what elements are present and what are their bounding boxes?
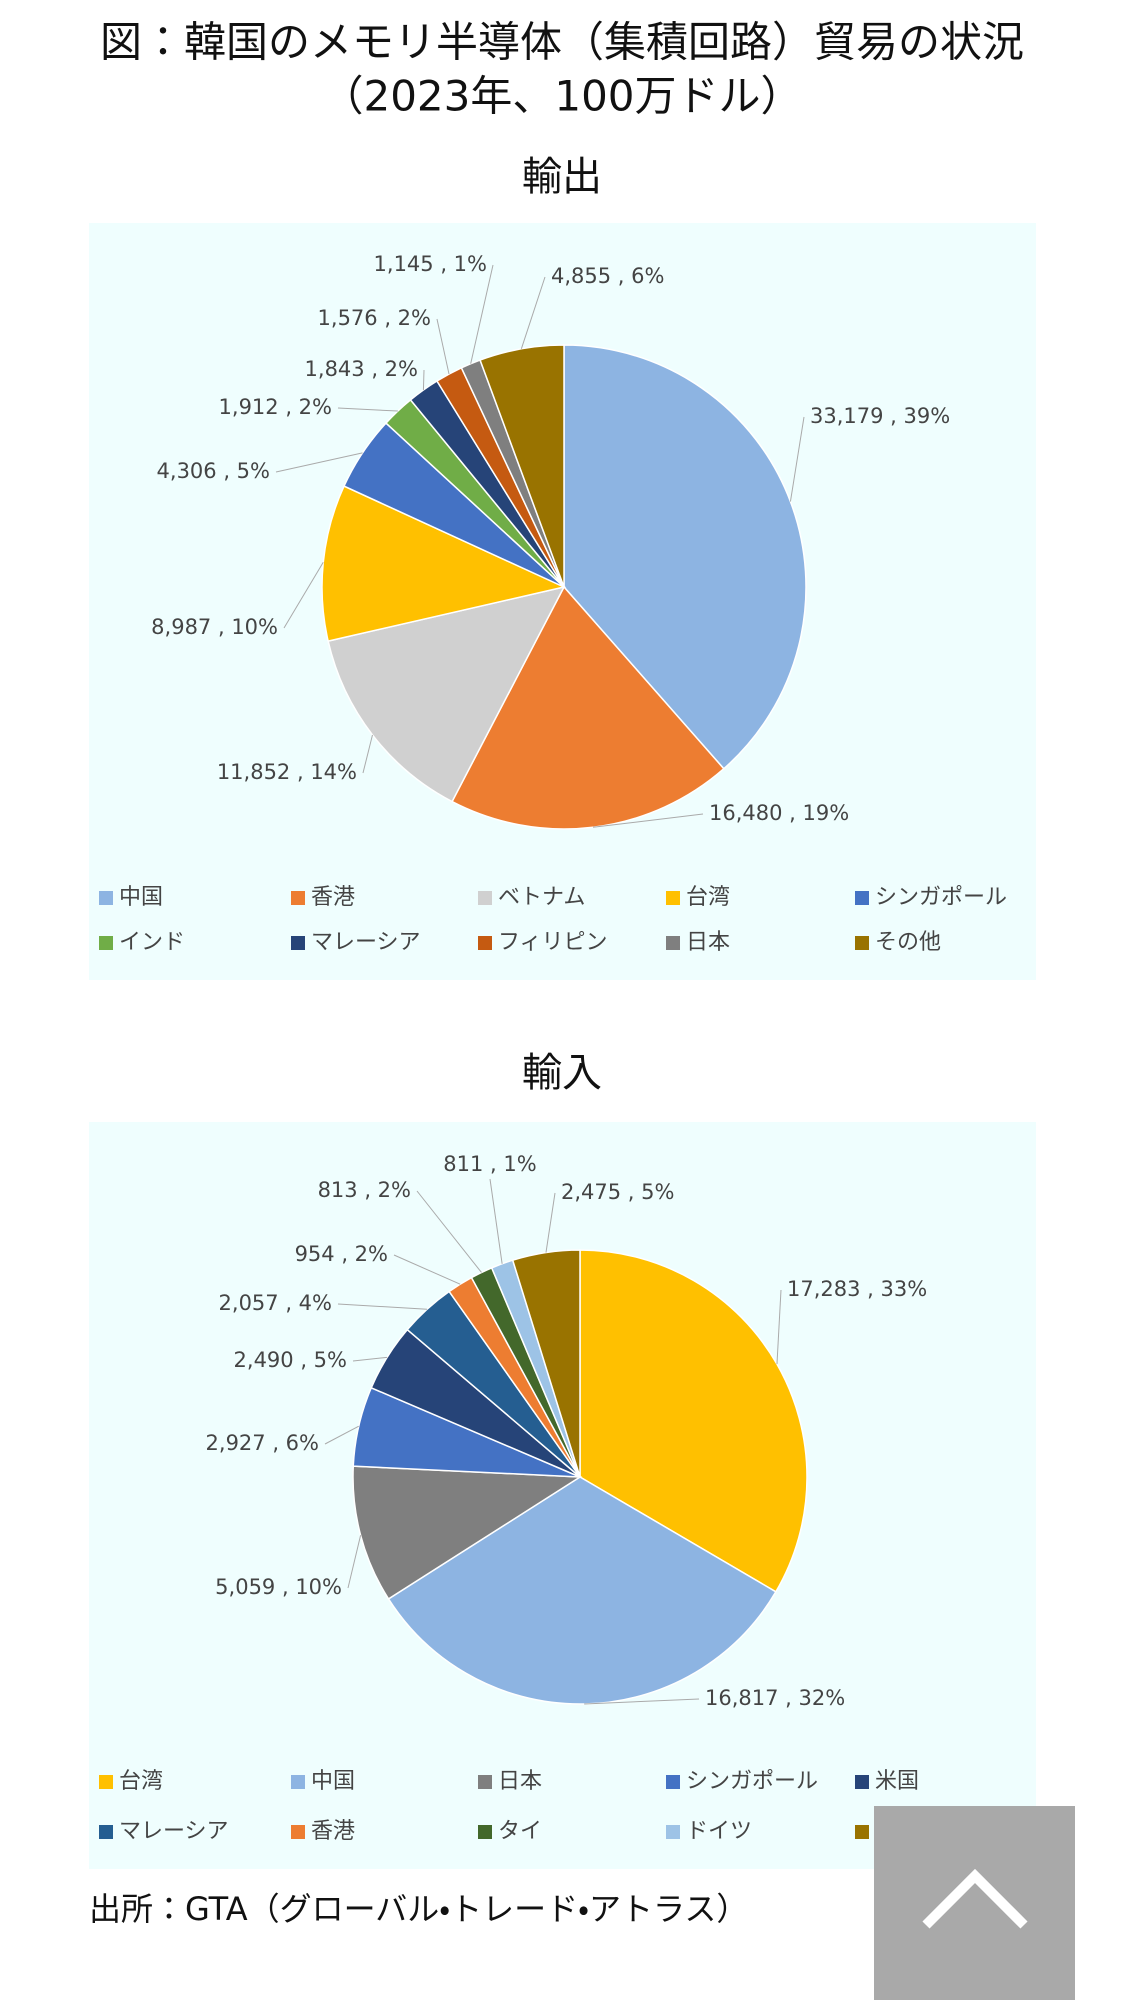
leader-line [347,1535,362,1589]
data-label: 813 , 2% [318,1178,411,1202]
leader-line [362,734,373,774]
legend-swatch [666,936,680,950]
legend-label: 香港 [311,1819,355,1844]
data-label: 1,576 , 2% [318,306,431,330]
legend-label: 台湾 [119,1769,163,1794]
data-label: 33,179 , 39% [810,404,950,428]
leader-line [324,1425,359,1445]
data-label: 1,843 , 2% [305,357,418,381]
leader-line [470,264,494,364]
leader-line [776,1289,782,1365]
data-label: 811 , 1% [443,1152,536,1176]
legend-label: 日本 [686,930,730,955]
pie-slice [479,344,565,588]
legend-label: ドイツ [686,1819,752,1844]
legend-label: 中国 [311,1769,355,1794]
chart-title: 輸入 [522,1050,602,1096]
data-label: 954 , 2% [295,1242,388,1266]
legend-swatch [99,891,113,905]
data-label: 2,927 , 6% [206,1431,319,1455]
leader-line [545,1192,556,1253]
legend-swatch [478,1775,492,1789]
data-label: 2,475 , 5% [561,1180,674,1204]
legend-label: 中国 [119,885,163,910]
data-label: 17,283 , 33% [787,1277,927,1301]
pie-slice [579,1249,808,1593]
legend-swatch [666,1775,680,1789]
leader-line [275,452,363,473]
legend-label: シンガポール [875,885,1007,910]
legend-label: シンガポール [686,1769,818,1794]
data-label: 2,490 , 5% [234,1348,347,1372]
legend-swatch [855,936,869,950]
chart-title: 輸出 [522,154,602,200]
legend-swatch [855,1825,869,1839]
data-label: 5,059 , 10% [215,1575,342,1599]
legend-swatch [99,1825,113,1839]
page-title: 図：韓国のメモリ半導体（集積回路）貿易の状況 [100,18,1024,67]
data-label: 11,852 , 14% [217,760,357,784]
source-note: 出所：GTA（グローバル・トレード・アトラス） [89,1890,748,1928]
legend-label: 台湾 [686,885,730,910]
leader-line [789,416,805,502]
legend-swatch [291,1775,305,1789]
legend-swatch [291,936,305,950]
legend-swatch [855,891,869,905]
leader-line [592,813,704,828]
legend-label: マレーシア [311,930,421,955]
legend-label: 米国 [875,1769,919,1794]
scroll-top-button[interactable] [874,1806,1075,2000]
legend-label: マレーシア [119,1819,229,1844]
leader-line [337,407,398,412]
scroll-top-icon[interactable] [922,1868,1028,1929]
leader-line [584,1698,700,1705]
data-label: 16,817 , 32% [705,1686,845,1710]
legend-swatch [666,1825,680,1839]
leader-line [416,1190,482,1273]
pie-slice [327,585,566,803]
data-label: 4,306 , 5% [157,459,270,483]
leader-line [393,1254,461,1285]
page-subtitle: （2023年、100万ドル） [321,72,802,121]
legend-label: その他 [875,930,941,955]
legend-swatch [99,936,113,950]
legend-swatch [478,1825,492,1839]
data-label: 1,912 , 2% [219,395,332,419]
legend-label: 日本 [498,1769,542,1794]
legend-swatch [99,1775,113,1789]
legend-swatch [478,891,492,905]
pie-slice [511,1249,581,1478]
leader-line [337,1303,428,1310]
legend-swatch [291,891,305,905]
data-label: 2,057 , 4% [219,1291,332,1315]
data-label: 1,145 , 1% [374,252,487,276]
data-label: 4,855 , 6% [551,264,664,288]
pie-slice [321,485,567,642]
leader-line [352,1356,388,1362]
data-label: 16,480 , 19% [709,801,849,825]
leader-line [489,1178,503,1264]
legend-swatch [478,936,492,950]
leader-line [520,276,546,349]
leader-line [422,369,425,391]
legend-label: 香港 [311,885,355,910]
legend-swatch [855,1775,869,1789]
legend-swatch [291,1825,305,1839]
data-label: 8,987 , 10% [151,615,278,639]
scroll-top-bg[interactable] [874,1806,1075,2000]
legend-label: インド [119,930,185,955]
legend-label: タイ [498,1819,542,1844]
legend-label: フィリピン [498,930,608,955]
charts: 33,179 , 39% 16,480 , 19% 11,852 , 14% 8,98… [99,252,1007,1844]
leader-line [283,562,324,629]
legend-swatch [666,891,680,905]
leader-line [436,318,450,375]
legend-label: ベトナム [498,885,585,910]
